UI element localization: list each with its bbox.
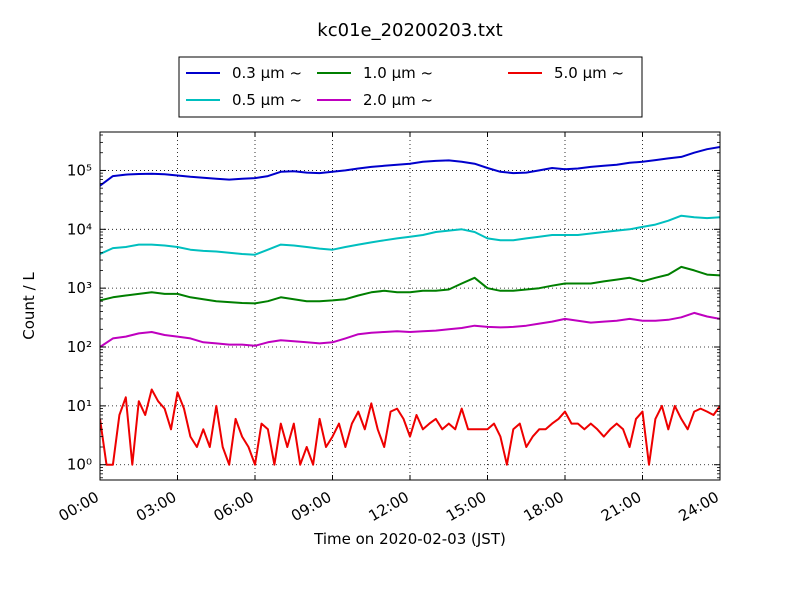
legend-label: 2.0 μm ~: [363, 91, 433, 109]
legend: 0.3 μm ~ 0.5 μm ~ 1.0 μm ~ 2.0 μm ~ 5.0 μm ~: [178, 56, 643, 118]
series-line-3: [100, 311, 720, 348]
series-layer: [100, 146, 720, 466]
chart-title: kc01e_20200203.txt: [317, 20, 502, 41]
legend-label: 5.0 μm ~: [554, 64, 624, 82]
series-line-0: [100, 146, 720, 187]
legend-box: [178, 56, 643, 118]
series-line-2: [100, 265, 720, 305]
legend-entries: 0.3 μm ~ 0.5 μm ~ 1.0 μm ~ 2.0 μm ~ 5.0 μm ~: [186, 64, 624, 109]
y-tick-label: 10³: [67, 279, 92, 297]
y-tick-label: 10⁴: [67, 220, 92, 238]
y-tick-label: 10⁰: [67, 456, 92, 474]
legend-label: 1.0 μm ~: [363, 64, 433, 82]
series-line-1: [100, 214, 720, 256]
series-line-4: [100, 388, 720, 466]
y-tick-label: 10²: [67, 338, 92, 356]
y-axis-label: Count / L: [20, 272, 38, 340]
y-tick-label: 10⁵: [67, 161, 92, 179]
x-axis-label: Time on 2020-02-03 (JST): [313, 530, 506, 548]
y-tick-label: 10¹: [67, 397, 92, 415]
legend-label: 0.5 μm ~: [232, 91, 302, 109]
legend-label: 0.3 μm ~: [232, 64, 302, 82]
grid-layer: [100, 132, 720, 480]
